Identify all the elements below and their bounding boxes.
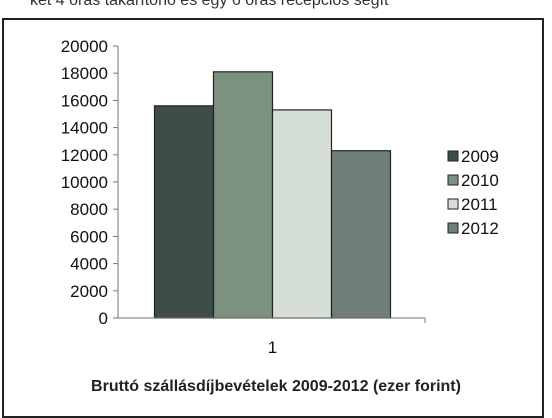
y-tick-label: 16000 [61,91,108,110]
legend: 2009 2010 2011 2012 [447,147,499,238]
y-tick-label: 12000 [61,146,108,165]
legend-label: 2009 [461,147,499,166]
legend-swatch-2010 [447,174,459,186]
y-tick-label: 18000 [61,64,108,83]
y-tick-label: 20000 [61,37,108,56]
bar-2011 [271,109,333,319]
bar-2012 [330,150,392,319]
x-axis: 1 [118,317,426,357]
y-axis: 0 2000 4000 6000 8000 10000 12000 14000 16000 180… [61,37,119,328]
bar-2010 [212,71,274,319]
y-tick-label: 10000 [61,173,108,192]
chart-title: Bruttó szállásdíjbevételek 2009-2012 (ez… [91,378,461,395]
y-tick-label: 2000 [70,282,108,301]
y-tick-label: 14000 [61,119,108,138]
bars [153,71,392,319]
y-tick-label: 0 [99,309,108,328]
legend-label: 2011 [461,195,498,214]
legend-label: 2012 [461,219,499,238]
legend-label: 2010 [461,171,499,190]
x-tick-label: 1 [268,338,277,357]
y-tick-label: 4000 [70,255,108,274]
bar-chart: 0 2000 4000 6000 8000 10000 12000 14000 16000 180… [61,37,499,357]
y-tick-label: 6000 [70,227,108,246]
bar-2009 [153,105,215,319]
y-tick-label: 8000 [70,200,108,219]
legend-swatch-2011 [447,198,459,210]
legend-swatch-2009 [447,150,459,162]
cropped-top-text: ket 4 órás takarítónő és egy 6 órás rece… [30,0,389,9]
legend-swatch-2012 [447,222,459,234]
